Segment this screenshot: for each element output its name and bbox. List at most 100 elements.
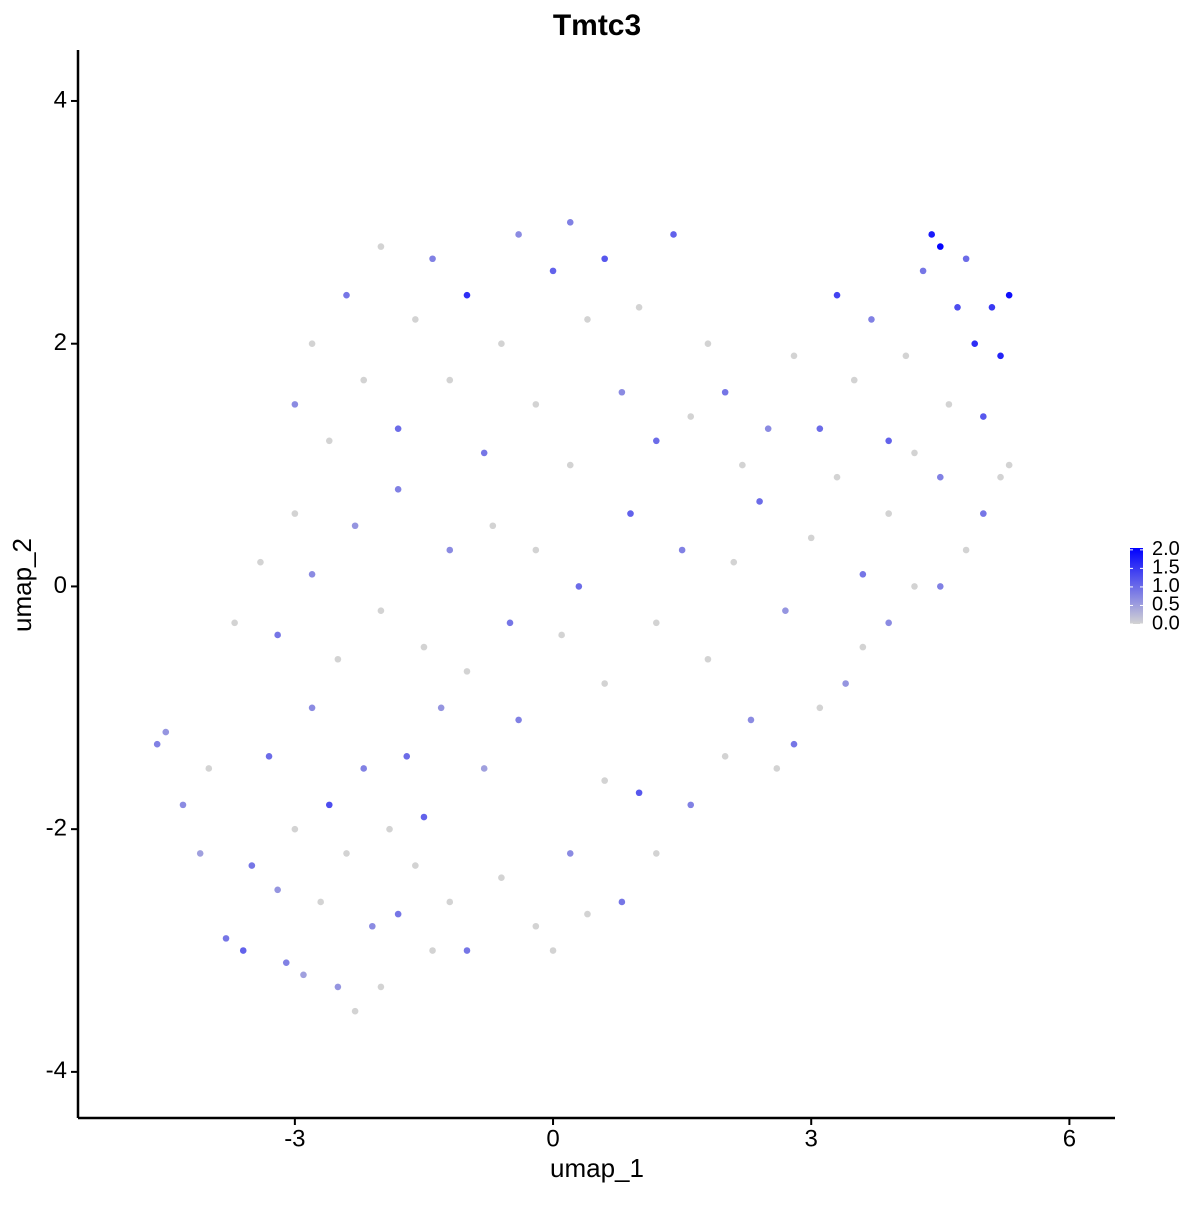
colorbar-label: 2.0 <box>1152 538 1180 560</box>
cell-point <box>532 546 540 554</box>
cell-point <box>532 401 540 408</box>
cell-point <box>584 910 591 918</box>
cell-point <box>498 874 505 881</box>
cell-point <box>308 570 316 578</box>
cell-point <box>446 898 454 906</box>
cell-point <box>377 983 385 991</box>
cell-point <box>429 947 436 954</box>
cell-point <box>360 376 368 384</box>
cell-point <box>566 219 574 226</box>
cell-point <box>351 522 359 530</box>
y-tick-label: 4 <box>54 86 67 113</box>
cell-point <box>153 740 161 748</box>
cell-point <box>584 316 591 323</box>
cell-point <box>902 352 910 360</box>
cell-point <box>265 753 273 760</box>
cell-point <box>721 388 729 396</box>
cell-point <box>747 716 755 724</box>
cell-point <box>377 607 385 614</box>
cell-point <box>833 473 841 481</box>
cell-point <box>412 862 419 869</box>
cell-point <box>704 340 712 348</box>
cell-point <box>196 850 204 857</box>
cell-point <box>377 243 385 250</box>
cell-point <box>704 655 712 663</box>
x-axis-label: umap_1 <box>550 1153 644 1183</box>
cell-point <box>618 388 626 396</box>
cell-point <box>937 583 944 590</box>
cell-point <box>980 510 987 517</box>
cell-point <box>773 765 781 772</box>
cell-point <box>463 291 471 299</box>
cell-point <box>532 922 540 930</box>
cell-point <box>962 255 970 263</box>
cell-point <box>988 303 996 311</box>
cell-point <box>945 401 953 408</box>
cell-point <box>790 352 798 360</box>
cell-point <box>291 510 299 517</box>
cell-point <box>463 668 471 675</box>
cell-point <box>429 255 436 263</box>
y-tick-label: -4 <box>46 1057 67 1084</box>
cell-point <box>859 643 867 651</box>
cell-point <box>334 655 342 663</box>
cell-point <box>498 340 505 348</box>
cell-point <box>300 971 307 979</box>
cell-point <box>868 316 875 323</box>
x-tick-label: 0 <box>546 1125 559 1152</box>
cell-point <box>222 935 230 942</box>
cell-point <box>954 303 961 311</box>
cell-point <box>231 619 238 627</box>
cell-point <box>885 619 892 627</box>
cell-point <box>687 801 695 809</box>
cell-point <box>678 546 686 554</box>
cell-point <box>558 631 565 639</box>
cell-point <box>351 1007 359 1015</box>
cell-point <box>601 680 608 687</box>
cell-point <box>274 886 281 894</box>
cell-point <box>515 231 522 238</box>
color-legend: 0.00.51.01.52.0 <box>1130 538 1180 634</box>
cell-point <box>437 704 445 712</box>
cell-point <box>653 850 660 857</box>
cell-point <box>291 401 299 408</box>
cell-point <box>334 983 342 991</box>
x-tick-label: -3 <box>284 1125 305 1152</box>
cell-point <box>937 243 944 250</box>
cell-point <box>394 486 402 493</box>
cell-point <box>325 437 333 445</box>
cell-point <box>308 704 316 712</box>
cell-point <box>446 546 454 554</box>
cell-point <box>1005 291 1013 299</box>
colorbar-label: 0.5 <box>1152 594 1180 616</box>
cell-point <box>687 413 695 420</box>
cell-point <box>816 425 824 432</box>
cell-point <box>420 643 428 651</box>
cell-point <box>937 473 944 481</box>
cell-point <box>816 704 824 712</box>
cell-point <box>721 753 729 760</box>
cell-point <box>919 267 927 275</box>
cell-point <box>807 534 815 542</box>
axes: -3 0 3 6 -4 -2 0 2 4 <box>46 50 1115 1152</box>
cell-point <box>515 716 522 724</box>
cell-point <box>601 255 608 263</box>
cell-point <box>850 376 858 384</box>
cell-point <box>412 316 419 323</box>
cell-point <box>653 619 660 627</box>
cell-point <box>635 789 643 797</box>
cell-point <box>601 777 608 784</box>
cell-point <box>980 413 987 420</box>
cell-point <box>730 558 738 566</box>
cell-point <box>549 947 557 954</box>
cell-point <box>962 546 970 554</box>
cell-point <box>842 680 849 687</box>
cell-point <box>480 765 488 772</box>
cell-point <box>997 473 1004 481</box>
cell-point <box>928 231 935 238</box>
y-tick-label: 0 <box>54 572 67 599</box>
cell-point <box>790 740 798 748</box>
cell-point <box>325 801 333 809</box>
